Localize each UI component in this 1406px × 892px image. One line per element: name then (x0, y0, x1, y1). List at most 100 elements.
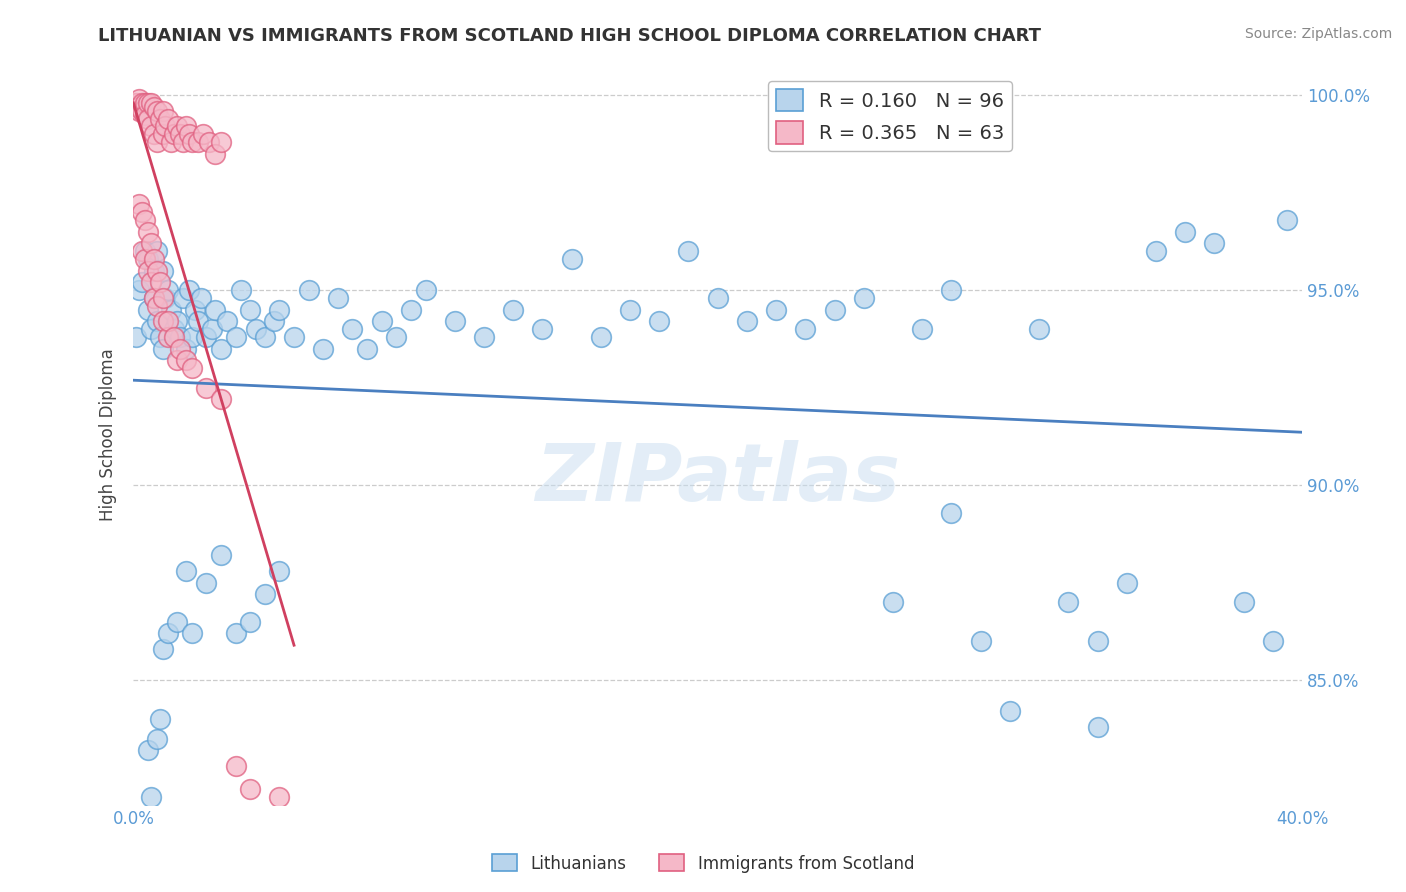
Point (209, 342, 232, 356)
Point (131, 103, 153, 118)
Point (204, 146, 226, 161)
Point (283, 330, 305, 344)
Point (157, 626, 180, 640)
Point (1028, 322, 1050, 336)
Point (163, 322, 186, 336)
Point (152, 128, 174, 142)
Point (145, 299, 167, 313)
Point (195, 330, 218, 344)
Point (131, 276, 153, 290)
Point (342, 322, 364, 336)
Point (134, 252, 156, 266)
Point (160, 135, 183, 149)
Point (145, 244, 167, 259)
Point (169, 330, 191, 344)
Point (139, 276, 162, 290)
Point (139, 236, 162, 251)
Point (152, 103, 174, 118)
Point (201, 322, 224, 336)
Point (198, 135, 221, 149)
Point (852, 291, 875, 305)
Legend: Lithuanians, Immigrants from Scotland: Lithuanians, Immigrants from Scotland (485, 847, 921, 880)
Point (152, 642, 174, 657)
Point (941, 506, 963, 520)
Point (149, 330, 172, 344)
Point (531, 322, 554, 336)
Point (187, 314, 209, 328)
Point (128, 100, 150, 114)
Point (1087, 634, 1109, 648)
Point (174, 564, 197, 578)
Point (166, 615, 188, 629)
Point (209, 549, 232, 563)
Point (152, 291, 174, 305)
Point (157, 330, 180, 344)
Point (190, 291, 212, 305)
Point (136, 225, 159, 239)
Point (183, 302, 205, 317)
Point (882, 595, 904, 609)
Point (1115, 575, 1137, 590)
Point (195, 381, 218, 395)
Point (136, 96, 159, 111)
Point (1261, 634, 1284, 648)
Point (209, 392, 232, 407)
Point (166, 314, 188, 328)
Legend: R = 0.160   N = 96, R = 0.365   N = 63: R = 0.160 N = 96, R = 0.365 N = 63 (768, 81, 1012, 152)
Point (253, 587, 276, 601)
Point (177, 128, 200, 142)
Text: Source: ZipAtlas.com: Source: ZipAtlas.com (1244, 27, 1392, 41)
Point (172, 291, 194, 305)
Point (1174, 225, 1197, 239)
Point (134, 108, 156, 122)
Point (1204, 236, 1226, 251)
Point (180, 135, 202, 149)
Point (139, 96, 162, 111)
Point (142, 291, 165, 305)
Point (136, 112, 159, 126)
Point (157, 314, 180, 328)
Point (149, 112, 172, 126)
Point (298, 283, 321, 297)
Point (399, 302, 422, 317)
Point (1233, 595, 1256, 609)
Point (142, 128, 165, 142)
Point (225, 759, 247, 773)
Point (145, 103, 167, 118)
Point (794, 322, 817, 336)
Point (472, 330, 495, 344)
Point (370, 314, 392, 328)
Point (169, 128, 191, 142)
Point (142, 291, 165, 305)
Point (149, 712, 172, 726)
Point (180, 626, 202, 640)
Point (253, 330, 276, 344)
Point (385, 330, 408, 344)
Point (225, 626, 247, 640)
Point (1057, 595, 1080, 609)
Point (225, 330, 247, 344)
Point (131, 244, 153, 259)
Point (136, 743, 159, 757)
Point (145, 314, 167, 328)
Point (160, 302, 183, 317)
Point (139, 322, 162, 336)
Point (502, 302, 524, 317)
Point (193, 128, 215, 142)
Point (155, 291, 177, 305)
Point (157, 283, 180, 297)
Point (941, 283, 963, 297)
Point (245, 322, 267, 336)
Point (998, 705, 1021, 719)
Point (195, 575, 218, 590)
Point (180, 361, 202, 376)
Point (231, 283, 253, 297)
Point (356, 342, 378, 356)
Point (152, 314, 174, 328)
Point (765, 302, 787, 317)
Point (125, 96, 148, 111)
Point (443, 314, 465, 328)
Point (174, 353, 197, 368)
Point (589, 330, 612, 344)
Point (136, 252, 159, 266)
